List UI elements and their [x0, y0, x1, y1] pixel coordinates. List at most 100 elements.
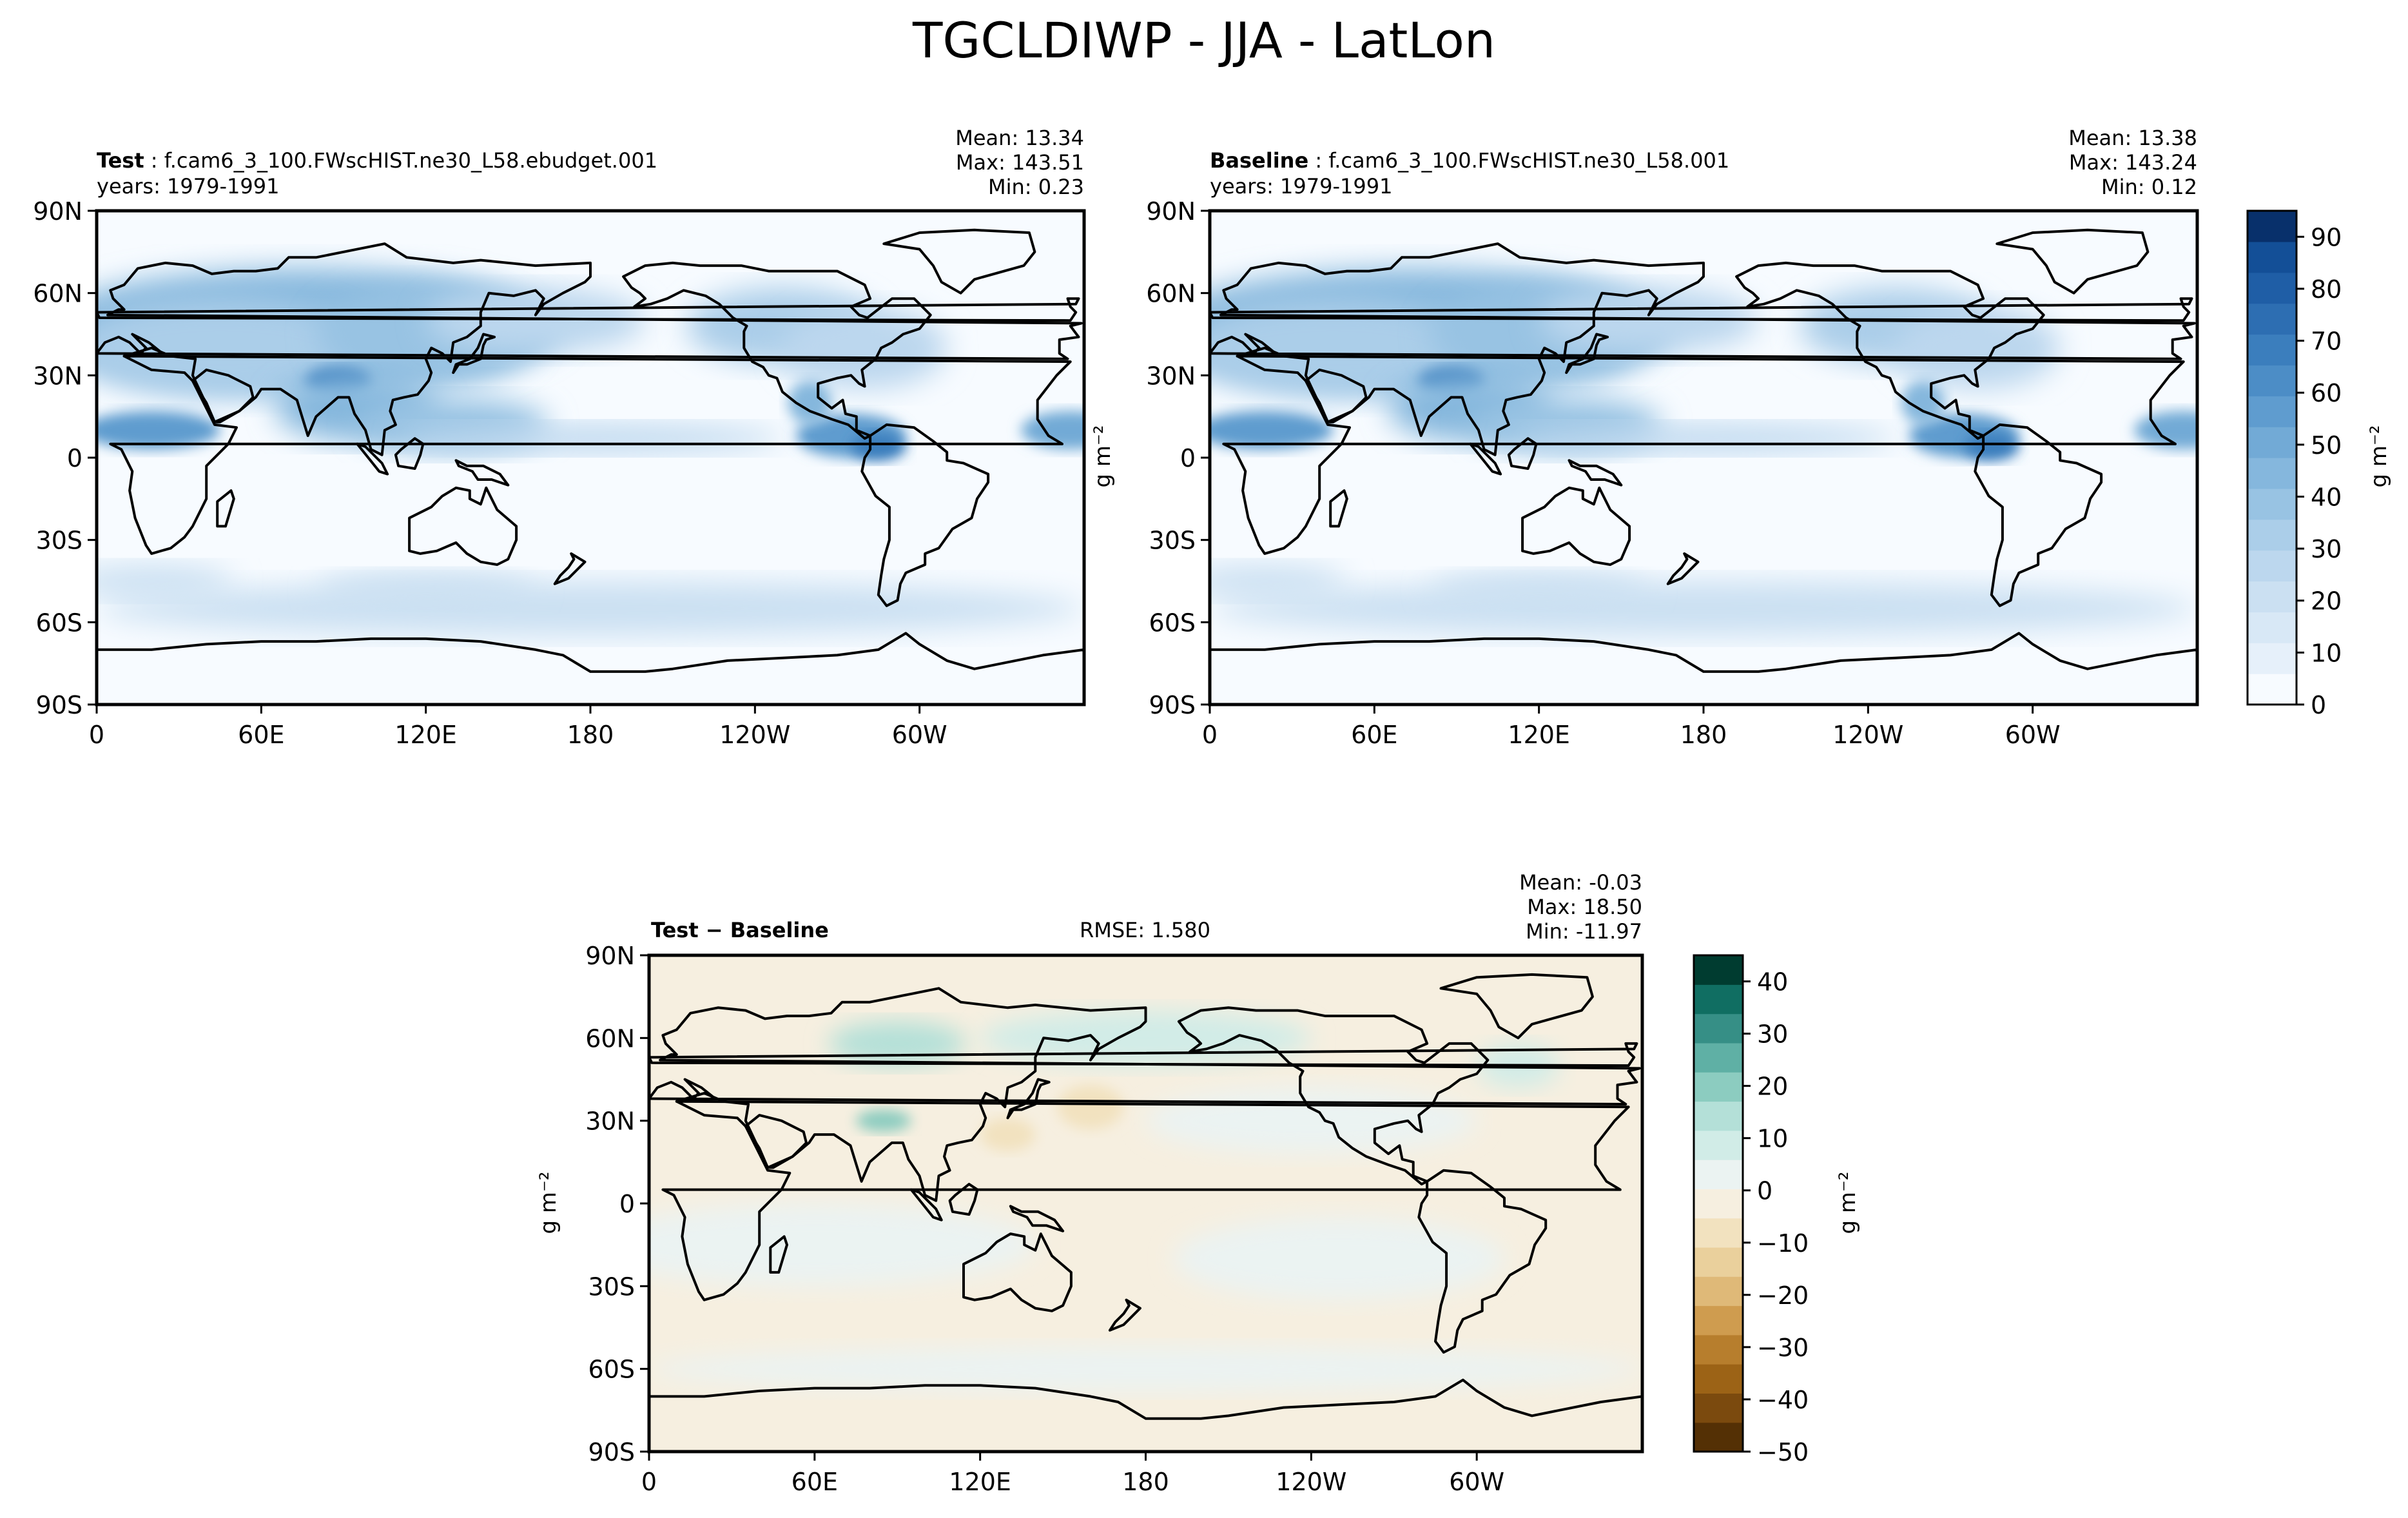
coastline-japan: [452, 333, 496, 375]
colorbar-tick-label: 40: [1757, 968, 1788, 997]
x-tick-label: 60W: [2005, 721, 2061, 749]
colorbar-tick-label: 80: [2311, 275, 2342, 304]
test-case-header: Test : f.cam6_3_100.FWscHIST.ne30_L58.eb…: [97, 148, 657, 173]
coastline-australia: [1521, 486, 1631, 566]
diff-case-label: Test − Baseline: [651, 918, 829, 942]
field-contour: [649, 1203, 1036, 1287]
colorbar-tick-label: 50: [2311, 431, 2342, 460]
field-contour: [782, 306, 947, 389]
y-tick-label: 30N: [585, 1107, 635, 1136]
axis-ticks: 0 60E 120E 180 120W 60W 90N 60N 30N 0 30S 60S 90S: [585, 942, 1504, 1496]
colorbar-segment: [2248, 334, 2296, 365]
coastline-southamerica: [1974, 423, 2103, 607]
colorbar-tick-label: −10: [1757, 1229, 1809, 1258]
coastline-eurasia: [1210, 242, 2196, 456]
colorbar-segment: [2248, 488, 2296, 520]
y-tick-label: 60N: [585, 1024, 635, 1053]
colorbar-segment: [2248, 458, 2296, 489]
map-field-2: [649, 955, 1642, 1452]
colorbar-tick-label: 30: [2311, 535, 2342, 563]
x-tick-label: 60E: [238, 721, 284, 749]
colorbar-tick-label: −40: [1757, 1386, 1809, 1414]
test-map: 0 60E 120E 180 120W 60W 90N 60N 30N 0 30S 60S 90S: [33, 197, 1086, 749]
test-case-label: Test: [97, 148, 144, 173]
field-contour: [97, 564, 234, 598]
coastline-arabia: [191, 368, 255, 423]
coastline-australia: [408, 486, 518, 566]
y-tick-label: 90S: [36, 691, 83, 719]
x-tick-label: 120E: [394, 721, 457, 749]
baseline-side-unit-label: g m⁻²: [1090, 425, 1116, 487]
map-field-1: [1210, 211, 2197, 705]
coastline-borneo: [394, 437, 425, 470]
x-tick-label: 0: [641, 1468, 657, 1496]
field-contour: [1429, 572, 1649, 606]
figure-title: TGCLDIWP - JJA - LatLon: [913, 12, 1495, 69]
colorbar-main-label: g m⁻²: [2366, 425, 2392, 487]
colorbar-segment: [2248, 211, 2296, 242]
y-tick-label: 60N: [33, 280, 83, 308]
field-contour: [1539, 287, 1759, 354]
colorbar-segment: [1694, 1130, 1743, 1160]
coastline-northamerica: [622, 261, 932, 440]
colorbar-segment: [2248, 519, 2296, 551]
colorbar-segment: [1694, 1072, 1743, 1102]
test-stat-max: Max: 143.51: [955, 150, 1084, 175]
colorbar-tick-label: 30: [1757, 1020, 1788, 1049]
coastline-antarctica: [649, 1378, 1642, 1452]
coastline-uk: [1210, 297, 2193, 322]
baseline-years: years: 1979-1991: [1210, 174, 1393, 199]
colorbar-tick-label: 40: [2311, 483, 2342, 511]
y-tick-label: 0: [67, 444, 83, 472]
x-tick-label: 120E: [949, 1468, 1011, 1496]
field-contour: [1173, 1217, 1504, 1300]
coastline-madagascar: [769, 1235, 788, 1274]
field-contour: [97, 581, 1084, 636]
diff-side-unit-label: g m⁻²: [536, 1171, 561, 1234]
coastline-southamerica: [860, 423, 990, 607]
field-contour: [425, 287, 646, 354]
baseline-map: 0 60E 120E 180 120W 60W 90N 60N 30N 0 30S 60S 90S: [1146, 197, 2199, 749]
field-contour: [1895, 306, 2061, 389]
coastline-sumatra: [909, 1188, 943, 1221]
y-tick-label: 30S: [588, 1272, 635, 1301]
colorbar-segment: [2248, 365, 2296, 396]
x-tick-label: 0: [89, 721, 104, 749]
baseline-case-separator: :: [1308, 148, 1329, 173]
field-contour: [1021, 411, 1084, 450]
colorbar-segment: [2248, 612, 2296, 643]
coastline-japan: [1006, 1078, 1051, 1120]
colorbar-segment: [1694, 1160, 1743, 1189]
coastline-sumatra: [1469, 442, 1502, 476]
diff-stat-min: Min: -11.97: [1526, 919, 1642, 944]
colorbar-segment: [1694, 1276, 1743, 1307]
colorbar-diff-label: g m⁻²: [1835, 1171, 1861, 1234]
coastline-africa: [661, 1100, 1630, 1301]
coastline-madagascar: [216, 489, 235, 528]
coastline-nz: [1108, 1298, 1141, 1332]
colorbar-tick-label: 20: [1757, 1073, 1788, 1101]
x-tick-label: 0: [1202, 721, 1218, 749]
colorbar-segment: [1694, 1247, 1743, 1277]
field-contour: [788, 380, 832, 425]
coastlines: [1210, 228, 2197, 705]
colorbar-tick-label: −20: [1757, 1281, 1809, 1310]
field-contour: [1901, 380, 1945, 425]
field-contour: [1210, 564, 1347, 598]
field-contour: [1145, 1087, 1477, 1154]
colorbar-segment: [1694, 1013, 1743, 1044]
coastline-eurasia: [97, 242, 1083, 456]
field-contour: [856, 1109, 911, 1132]
coastline-eurasia: [649, 987, 1641, 1202]
coastline-nz: [553, 552, 587, 585]
test-case-separator: :: [144, 148, 164, 173]
colorbar-tick-label: −30: [1757, 1334, 1809, 1362]
colorbar-frame: [2246, 209, 2298, 706]
baseline-case-name: f.cam6_3_100.FWscHIST.ne30_L58.001: [1328, 148, 1730, 173]
x-tick-label: 180: [567, 721, 614, 749]
colorbar-tick-label: 70: [2311, 327, 2342, 356]
colorbar-segment: [1694, 1042, 1743, 1073]
coastline-nz: [1666, 552, 1700, 585]
coastline-newguinea: [1568, 459, 1623, 487]
